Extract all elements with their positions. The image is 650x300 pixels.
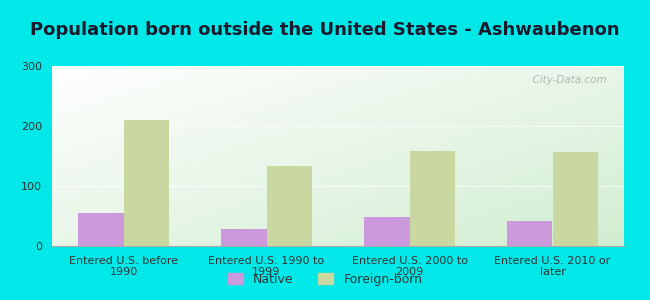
Bar	[507, 221, 552, 246]
Bar	[124, 120, 169, 246]
Bar	[410, 151, 455, 246]
Bar	[266, 166, 312, 246]
Text: City-Data.com: City-Data.com	[526, 75, 607, 85]
Bar	[221, 229, 266, 246]
Bar	[78, 213, 124, 246]
Legend: Native, Foreign-born: Native, Foreign-born	[223, 268, 427, 291]
Bar	[364, 217, 410, 246]
Text: Population born outside the United States - Ashwaubenon: Population born outside the United State…	[31, 21, 619, 39]
Bar	[552, 152, 598, 246]
